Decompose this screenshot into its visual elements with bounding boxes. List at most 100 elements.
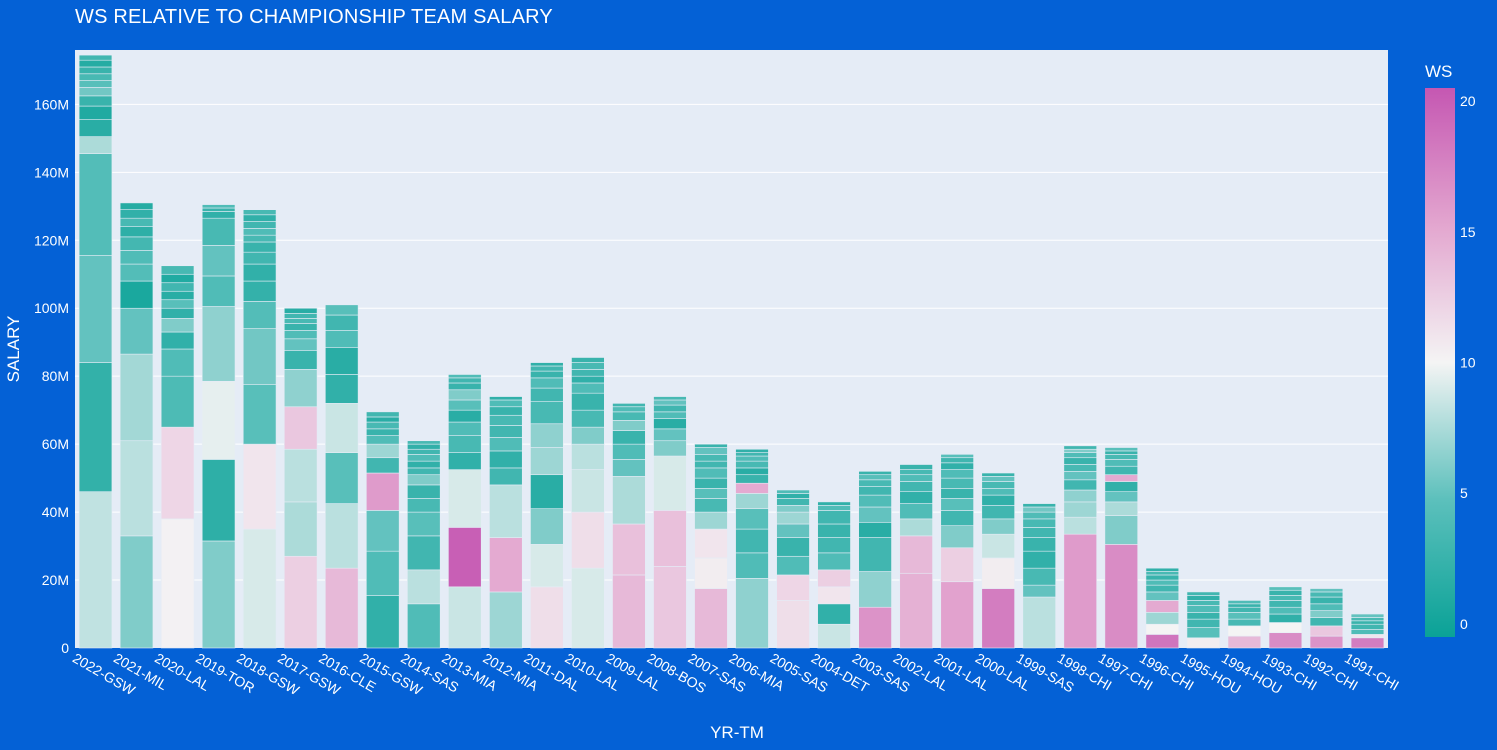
bar-segment[interactable] [1186,600,1221,606]
bar-segment[interactable] [694,454,728,462]
bar-segment[interactable] [1145,567,1180,572]
bar-segment[interactable] [776,493,810,499]
bar-segment[interactable] [1104,491,1139,503]
bar-segment[interactable] [324,347,359,375]
bar-segment[interactable] [366,421,400,430]
bar-segment[interactable] [489,437,523,452]
bar-segment[interactable] [489,484,523,538]
bar-segment[interactable] [1186,618,1221,628]
bar-segment[interactable] [1063,501,1097,518]
bar-segment[interactable] [1309,596,1344,605]
bar-segment[interactable] [242,443,277,530]
bar-segment[interactable] [119,263,154,282]
bar-segment[interactable] [571,357,605,363]
bar-segment[interactable] [899,469,933,476]
bar-segment[interactable] [160,290,195,301]
bar-segment[interactable] [735,452,769,457]
bar-segment[interactable] [489,537,523,593]
bar-segment[interactable] [324,452,359,504]
bar-segment[interactable] [1063,452,1097,459]
bar-segment[interactable] [817,537,851,554]
bar-segment[interactable] [201,204,236,209]
bar-segment[interactable] [940,498,974,511]
bar-segment[interactable] [201,245,236,277]
bar-segment[interactable] [283,318,318,324]
bar-segment[interactable] [1186,612,1221,620]
bar-segment[interactable] [1227,603,1262,608]
bar-segment[interactable] [366,428,400,436]
bar-segment[interactable] [940,581,974,649]
bar-segment[interactable] [324,503,359,569]
bar-segment[interactable] [160,426,195,520]
bar-segment[interactable] [940,462,974,470]
bar-segment[interactable] [160,318,195,333]
bar-segment[interactable] [899,491,933,504]
bar-segment[interactable] [1227,600,1262,605]
bar-segment[interactable] [448,374,482,379]
bar-segment[interactable] [1145,600,1180,613]
bar-segment[interactable] [817,586,851,605]
bar-segment[interactable] [817,552,851,571]
bar-segment[interactable] [1022,518,1056,528]
bar-segment[interactable] [201,275,236,307]
bar-segment[interactable] [735,482,769,494]
bar-segment[interactable] [1268,632,1303,649]
bar-segment[interactable] [1022,537,1056,552]
bar-segment[interactable] [612,574,646,649]
bar-segment[interactable] [407,535,441,571]
bar-segment[interactable] [448,435,482,453]
bar-segment[interactable] [407,484,441,499]
bar-segment[interactable] [612,403,646,408]
bar-segment[interactable] [735,460,769,469]
bar-segment[interactable] [899,464,933,470]
bar-segment[interactable] [530,447,564,476]
bar-segment[interactable] [1186,627,1221,639]
bar-segment[interactable] [817,523,851,538]
bar-segment[interactable] [1350,623,1385,630]
bar-segment[interactable] [735,448,769,453]
bar-segment[interactable] [242,209,277,216]
bar-segment[interactable] [1350,613,1385,618]
bar-segment[interactable] [283,406,318,450]
bar-segment[interactable] [407,498,441,513]
bar-segment[interactable] [694,498,728,513]
bar-segment[interactable] [160,273,195,284]
bar-segment[interactable] [1309,591,1344,598]
bar-segment[interactable] [694,588,728,649]
bar-segment[interactable] [489,406,523,416]
bar-segment[interactable] [1104,447,1139,452]
bar-segment[interactable] [160,375,195,428]
bar-segment[interactable] [242,221,277,229]
bar-segment[interactable] [530,474,564,509]
bar-segment[interactable] [1063,457,1097,465]
bar-segment[interactable] [78,95,113,107]
bar-segment[interactable] [283,323,318,331]
bar-segment[interactable] [1063,516,1097,535]
bar-segment[interactable] [119,440,154,537]
bar-segment[interactable] [858,571,892,608]
bar-segment[interactable] [366,443,400,459]
bar-segment[interactable] [940,525,974,549]
bar-segment[interactable] [119,217,154,227]
bar-segment[interactable] [283,307,318,314]
bar-segment[interactable] [776,555,810,576]
bar-segment[interactable] [899,535,933,574]
bar-segment[interactable] [1063,464,1097,472]
bar-segment[interactable] [899,503,933,520]
bar-segment[interactable] [1309,635,1344,649]
bar-segment[interactable] [1309,610,1344,618]
bar-segment[interactable] [653,418,687,430]
bar-segment[interactable] [1022,503,1056,508]
bar-segment[interactable] [324,567,359,649]
bar-segment[interactable] [1145,571,1180,576]
bar-segment[interactable] [1104,515,1139,545]
bar-segment[interactable] [366,510,400,552]
bar-segment[interactable] [653,510,687,567]
bar-segment[interactable] [407,569,441,605]
bar-segment[interactable] [694,488,728,499]
bar-segment[interactable] [612,406,646,413]
bar-segment[interactable] [242,301,277,329]
bar-segment[interactable] [530,586,564,649]
bar-segment[interactable] [1104,501,1139,516]
bar-segment[interactable] [119,353,154,442]
